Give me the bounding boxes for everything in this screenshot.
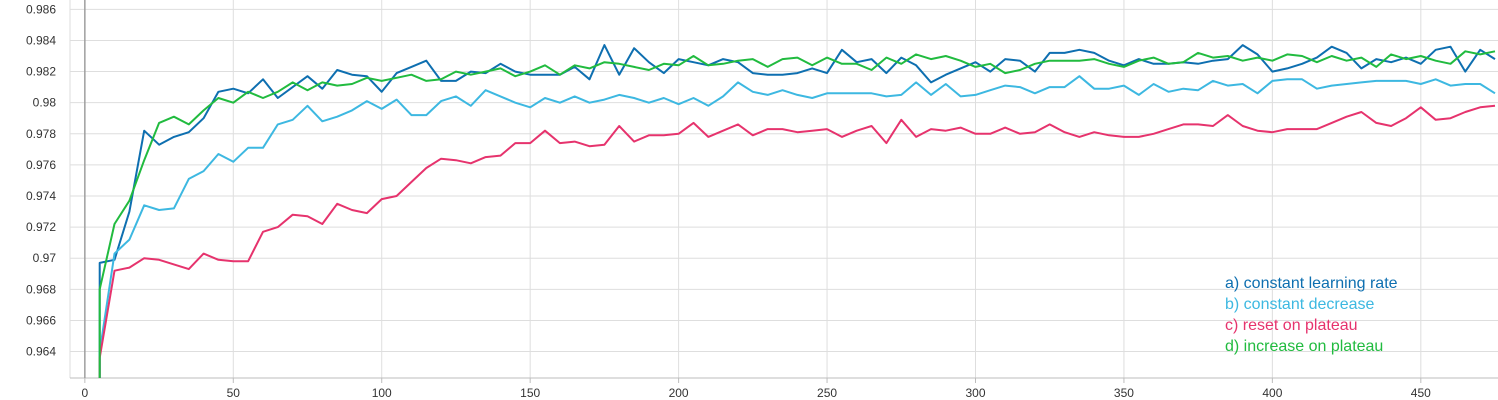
y-tick-label: 0.982 xyxy=(26,65,56,79)
series-lines xyxy=(98,44,1496,378)
y-tick-label: 0.986 xyxy=(26,2,56,16)
grid xyxy=(70,0,1498,378)
y-tick-label: 0.98 xyxy=(33,96,57,110)
legend-entry-d: d) increase on plateau xyxy=(1225,338,1383,355)
x-tick-label: 100 xyxy=(372,386,392,400)
x-tick-label: 250 xyxy=(817,386,837,400)
x-tick-label: 350 xyxy=(1114,386,1134,400)
legend-entry-b: b) constant decrease xyxy=(1225,296,1375,313)
x-tick-label: 200 xyxy=(669,386,689,400)
legend-entry-c: c) reset on plateau xyxy=(1225,317,1358,334)
x-tick-label: 150 xyxy=(520,386,540,400)
y-tick-label: 0.964 xyxy=(26,345,56,359)
x-axis-ticks: 0 50 100 150 200 250 300 350 400 450 xyxy=(82,386,1432,400)
y-tick-label: 0.966 xyxy=(26,313,56,327)
y-tick-label: 0.984 xyxy=(26,33,56,47)
series-line-d xyxy=(98,50,1496,378)
y-tick-label: 0.978 xyxy=(26,127,56,141)
series-line-c xyxy=(98,104,1496,378)
y-tick-label: 0.974 xyxy=(26,189,56,203)
y-tick-label: 0.976 xyxy=(26,158,56,172)
x-tick-label: 300 xyxy=(965,386,985,400)
x-tick-label: 0 xyxy=(82,386,89,400)
legend: a) constant learning rate b) constant dec… xyxy=(1225,275,1398,355)
series-line-b xyxy=(98,75,1496,378)
axes xyxy=(69,0,1498,383)
x-tick-label: 450 xyxy=(1411,386,1431,400)
x-tick-label: 50 xyxy=(227,386,241,400)
y-tick-label: 0.97 xyxy=(33,251,57,265)
y-tick-label: 0.972 xyxy=(26,220,56,234)
y-axis-ticks: 0.964 0.966 0.968 0.97 0.972 0.974 0.976 0.978 0… xyxy=(26,2,56,358)
y-tick-label: 0.968 xyxy=(26,282,56,296)
legend-entry-a: a) constant learning rate xyxy=(1225,275,1398,292)
x-tick-label: 400 xyxy=(1262,386,1282,400)
